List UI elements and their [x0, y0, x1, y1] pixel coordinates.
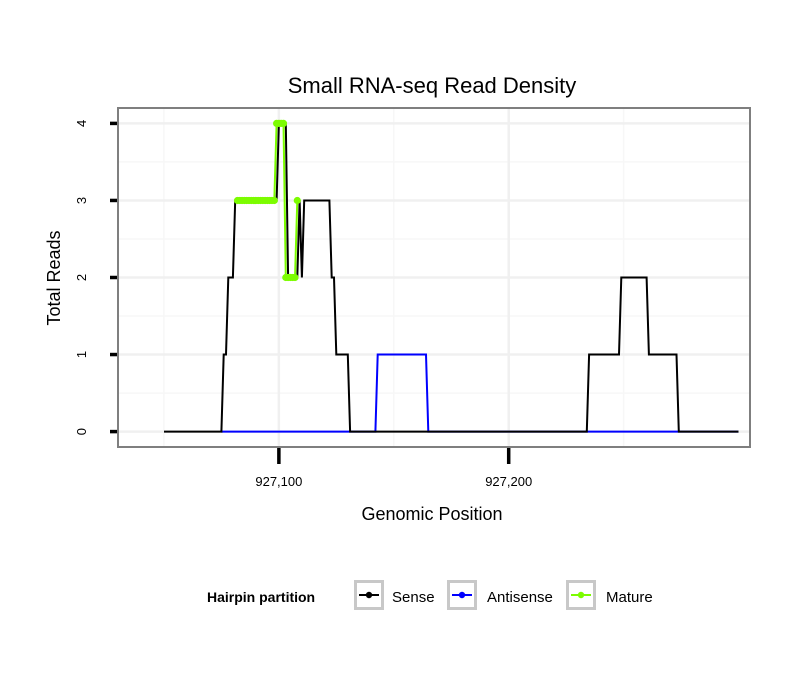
axes: 0 1 2 3 4 927,100 927,200 [74, 120, 532, 489]
series-mature-point [291, 273, 299, 282]
x-axis-title: Genomic Position [361, 504, 502, 524]
legend-label-mature: Mature [606, 589, 653, 606]
legend-label-antisense: Antisense [487, 589, 553, 606]
legend: Hairpin partition Sense Antisense Mature [0, 578, 810, 618]
series-mature-point [293, 196, 301, 205]
y-tick-label: 2 [74, 274, 89, 281]
x-tick-label: 927,100 [255, 474, 302, 489]
legend-label-sense: Sense [392, 589, 435, 606]
series-mature-point [279, 119, 288, 127]
series-layer [164, 119, 739, 433]
x-tick-label: 927,200 [485, 474, 532, 489]
legend-key-antisense [447, 580, 477, 610]
chart-svg: Small RNA-seq Read Density 0 1 2 3 4 927,100 9… [44, 73, 751, 524]
legend-key-mature [566, 580, 596, 610]
plot-border [117, 107, 751, 448]
y-axis-title: Total Reads [44, 230, 64, 325]
legend-title: Hairpin partition [207, 589, 316, 605]
y-tick-label: 4 [74, 120, 89, 127]
y-tick-label: 3 [74, 197, 89, 204]
chart-title: Small RNA-seq Read Density [288, 73, 577, 98]
legend-key-sense [354, 580, 384, 610]
series-mature-point [270, 196, 278, 205]
y-tick-label: 1 [74, 351, 89, 358]
y-tick-label: 0 [74, 428, 89, 435]
grid [118, 108, 750, 447]
